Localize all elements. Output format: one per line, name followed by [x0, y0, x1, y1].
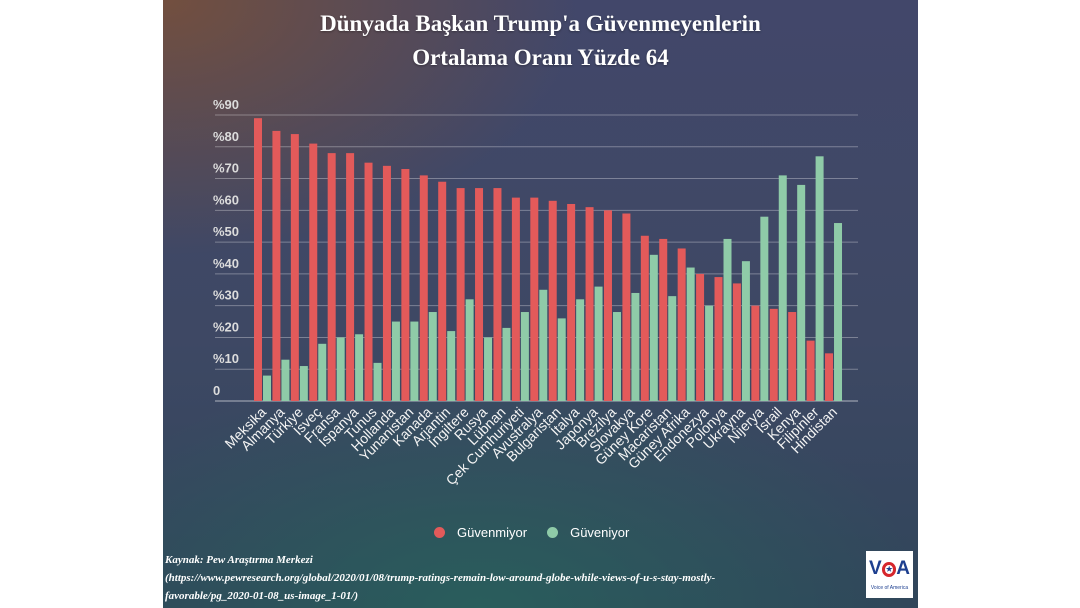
distrust-bar [456, 188, 465, 401]
trust-bar [594, 286, 603, 401]
distrust-bar [309, 143, 318, 401]
distrust-bar [290, 134, 299, 401]
source-note: Kaynak: Pew Araştırma Merkezi (https://w… [165, 551, 715, 605]
trust-bar [797, 184, 806, 401]
y-tick-label: %40 [213, 256, 239, 271]
legend-dot-distrust [434, 526, 445, 538]
trust-bar [484, 337, 493, 401]
trust-bar [281, 359, 290, 401]
distrust-bar [603, 210, 612, 401]
distrust-bar [548, 200, 557, 401]
trust-bar [410, 321, 419, 401]
bars [254, 118, 843, 402]
distrust-bar [769, 308, 778, 401]
distrust-bar [696, 273, 705, 401]
distrust-bar [567, 203, 576, 401]
y-tick-label: %30 [213, 288, 239, 303]
y-tick-label: %90 [213, 97, 239, 112]
trust-bar [834, 223, 843, 401]
distrust-bar [732, 283, 741, 401]
trust-bar [539, 289, 548, 401]
trust-bar [465, 299, 474, 401]
legend-label-distrust: Güvenmiyor [457, 524, 528, 540]
trust-bar [631, 292, 640, 401]
logo-letter-v: V [869, 558, 882, 579]
trust-bar [355, 334, 364, 401]
trust-bar [741, 261, 750, 401]
distrust-bar [751, 305, 760, 401]
trust-bar [649, 254, 658, 401]
distrust-bar [401, 169, 410, 401]
x-axis-labels: MeksikaAlmanyaTürkiyeİsveçFransaİspanyaT… [221, 403, 840, 488]
trust-bar [723, 238, 732, 401]
distrust-bar [346, 153, 355, 401]
trust-bar [557, 318, 566, 401]
logo-tagline: Voice of America [870, 585, 909, 591]
trust-bar [815, 156, 824, 401]
distrust-bar [419, 175, 428, 401]
trust-bar [447, 331, 456, 401]
legend: Güvenmiyor Güveniyor [434, 523, 649, 541]
trust-bar [686, 267, 695, 401]
trust-bar [668, 296, 677, 401]
trust-bar [391, 321, 400, 401]
y-tick-label: 0 [213, 383, 220, 398]
legend-item-trust: Güveniyor [547, 525, 629, 540]
y-tick-label: %20 [213, 319, 239, 334]
distrust-bar [438, 181, 447, 401]
distrust-bar [640, 235, 649, 401]
distrust-bar [272, 130, 281, 401]
distrust-bar [714, 277, 723, 401]
source-label: Kaynak: Pew Araştırma Merkezi [165, 554, 313, 566]
y-tick-label: %10 [213, 351, 239, 366]
trust-bar [612, 312, 621, 401]
distrust-bar [364, 162, 373, 401]
logo-letter-a: A [896, 558, 910, 579]
distrust-bar [382, 165, 391, 401]
distrust-bar [659, 238, 668, 401]
y-axis-labels: 0 %10 %20 %30 %40 %50 %60 %70 %80 %90 [213, 97, 239, 398]
distrust-bar [511, 197, 520, 401]
trust-bar [373, 362, 382, 401]
y-tick-label: %50 [213, 224, 239, 239]
trust-bar [318, 343, 327, 401]
bar-chart: 0 %10 %20 %30 %40 %50 %60 %70 %80 %90 MeksikaAlma… [213, 97, 858, 488]
distrust-bar [622, 213, 631, 401]
y-tick-label: %60 [213, 192, 239, 207]
logo-star-circle-icon [881, 561, 897, 577]
distrust-bar [788, 312, 797, 401]
voa-logo: V A Voice of America [866, 551, 913, 598]
y-tick-label: %70 [213, 161, 239, 176]
trust-bar [520, 312, 529, 401]
distrust-bar [585, 207, 594, 401]
trust-bar [502, 327, 511, 401]
distrust-bar [806, 340, 815, 401]
trust-bar [428, 312, 437, 401]
distrust-bar [327, 153, 336, 401]
distrust-bar [825, 353, 834, 401]
trust-bar [778, 175, 787, 401]
legend-item-distrust: Güvenmiyor [434, 525, 527, 540]
source-url-line-2: favorable/pg_2020-01-08_us-image_1-01/) [165, 590, 359, 602]
distrust-bar [677, 248, 686, 401]
distrust-bar [493, 188, 502, 401]
distrust-bar [530, 197, 539, 401]
distrust-bar [475, 188, 484, 401]
chart-title-line-1: Dünyada Başkan Trump'a Güvenmeyenlerin [320, 11, 761, 36]
legend-dot-trust [547, 526, 559, 538]
trust-bar [760, 216, 769, 401]
source-url-line-1: (https://www.pewresearch.org/global/2020… [165, 572, 716, 584]
trust-bar [705, 305, 714, 401]
trust-bar [299, 366, 308, 401]
star-icon [885, 565, 893, 572]
chart-title-line-2: Ortalama Oranı Yüzde 64 [412, 45, 669, 70]
legend-label-trust: Güveniyor [570, 524, 630, 540]
trust-bar [336, 337, 345, 401]
trust-bar [263, 375, 271, 401]
trust-bar [576, 299, 585, 401]
chart-panel: Dünyada Başkan Trump'a Güvenmeyenlerin O… [163, 0, 918, 608]
distrust-bar [254, 118, 262, 402]
y-tick-label: %80 [213, 129, 239, 144]
logo-letters: V A [869, 559, 910, 579]
